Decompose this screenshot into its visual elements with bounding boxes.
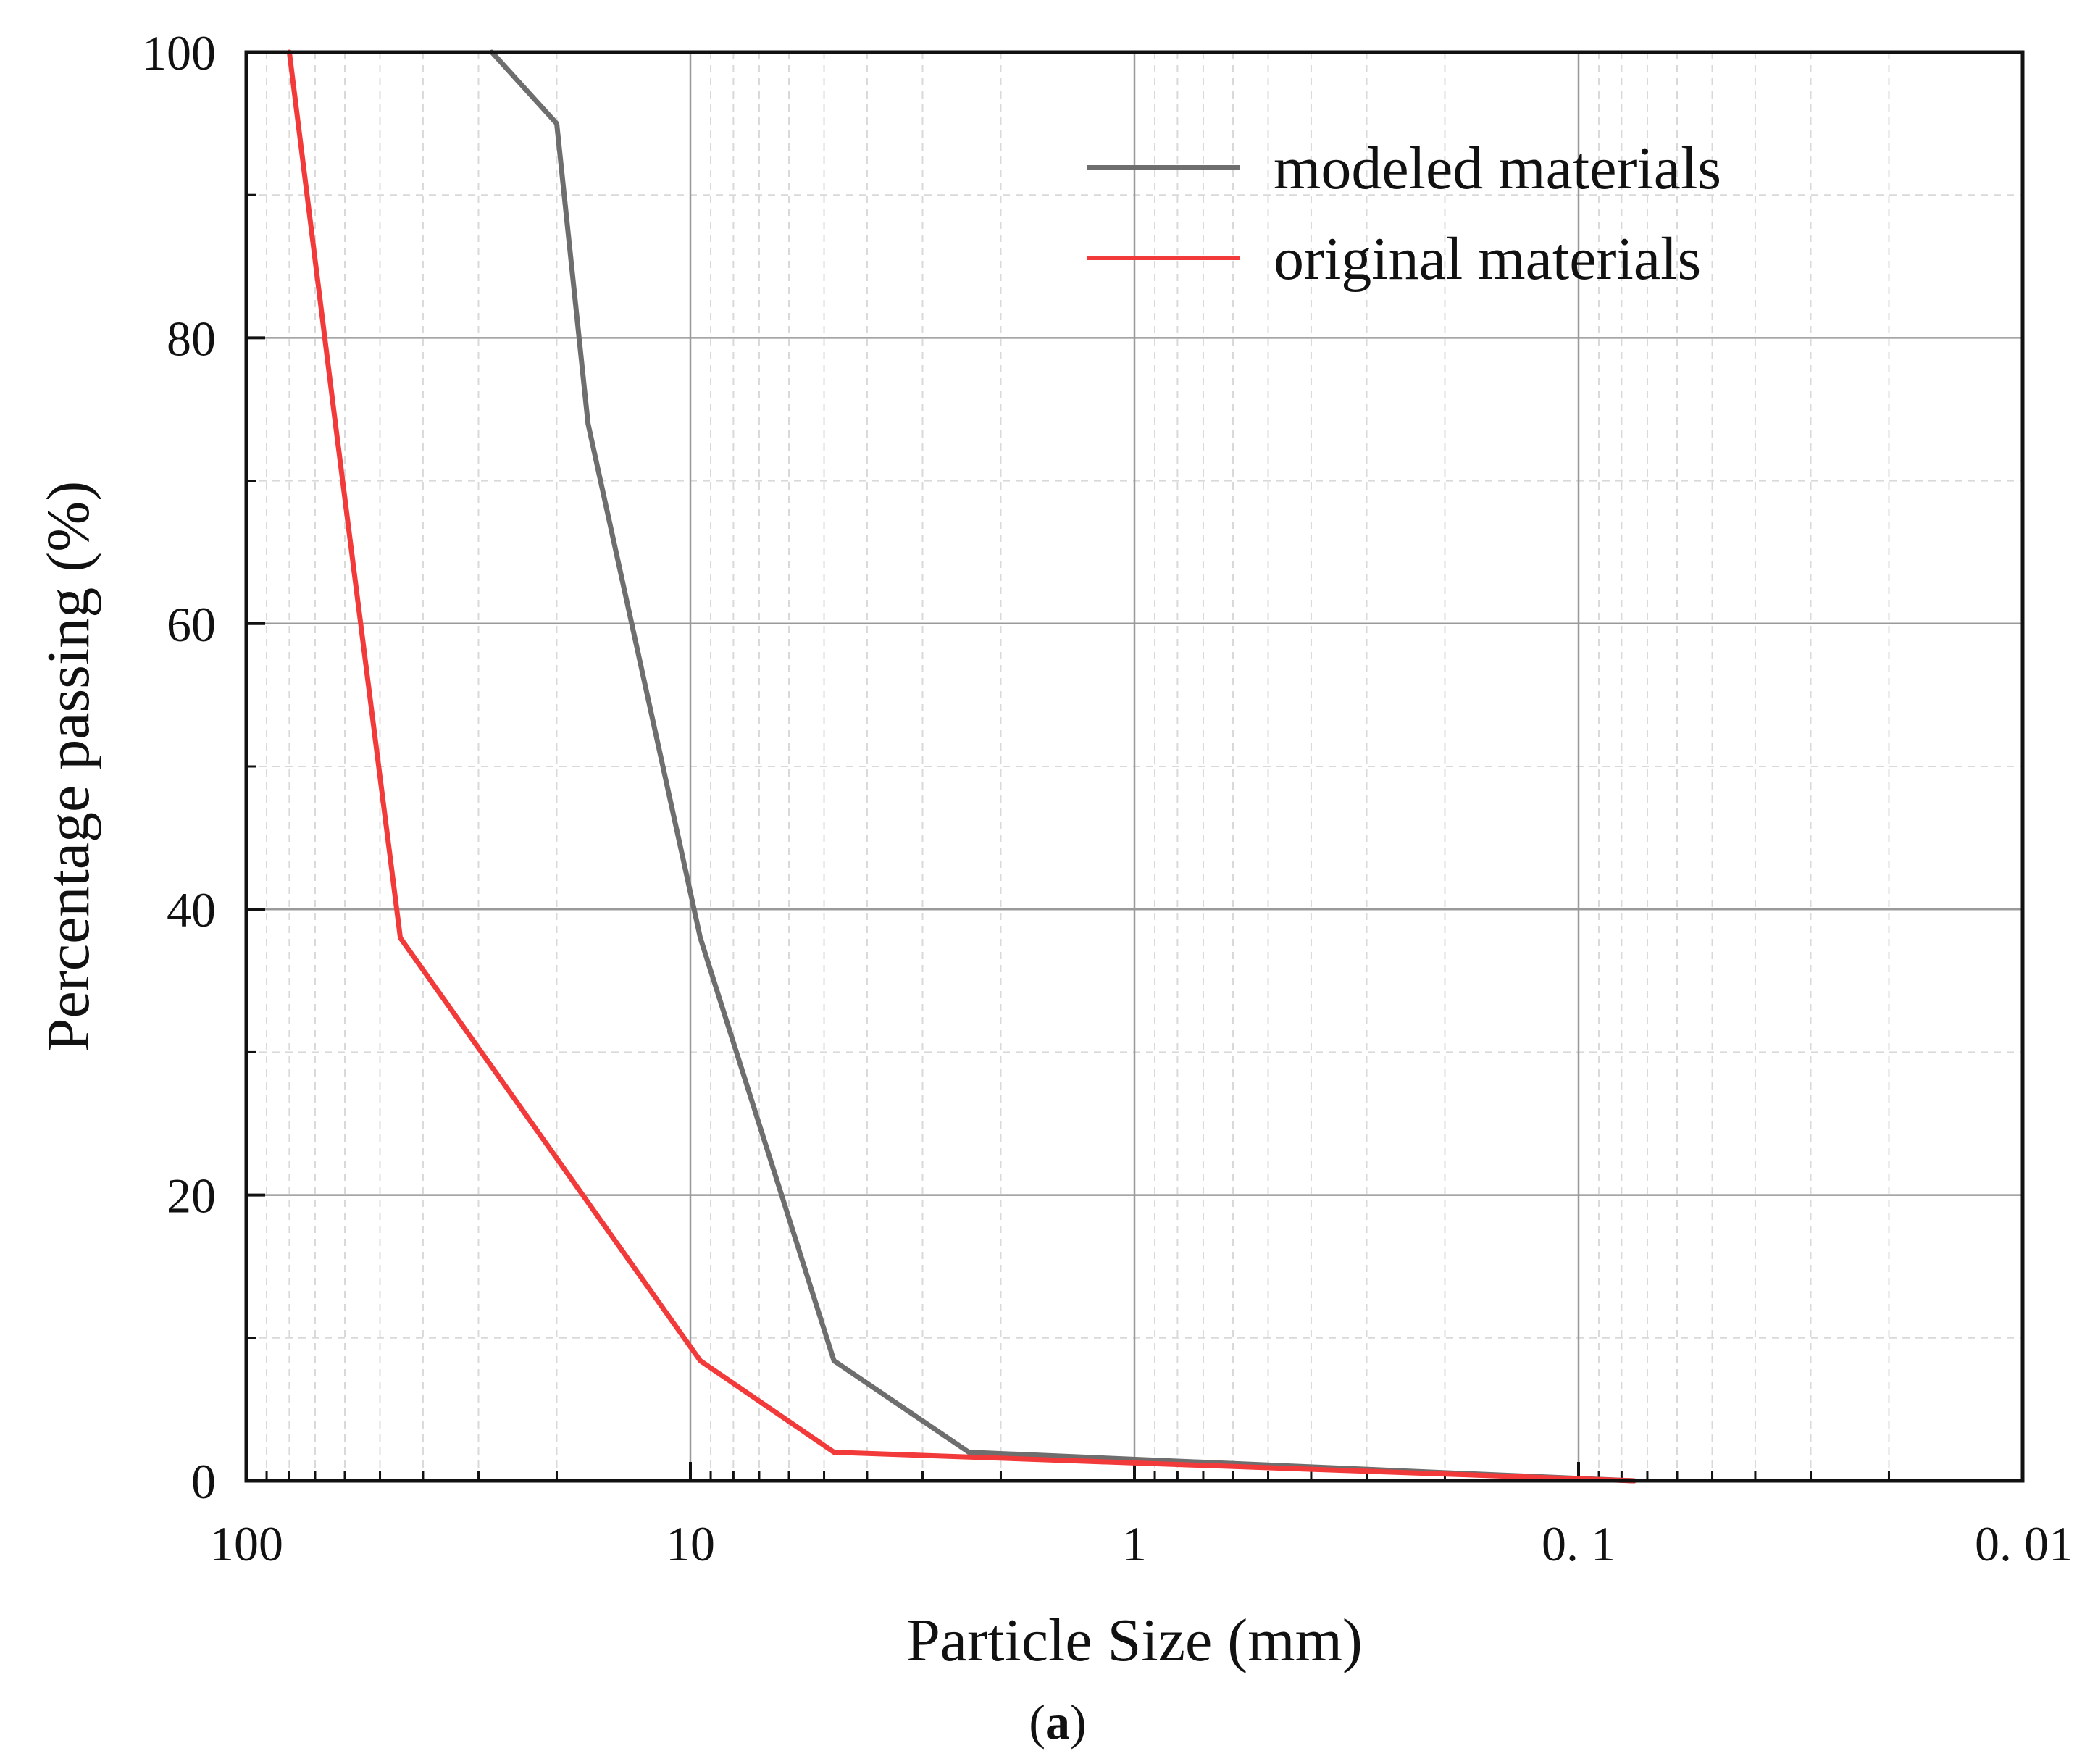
x-axis-label: Particle Size (mm) <box>906 1607 1363 1674</box>
x-tick-label: 1 <box>1122 1516 1147 1571</box>
x-tick-label: 100 <box>209 1516 283 1571</box>
legend-label-original-materials: original materials <box>1274 225 1701 293</box>
caption-letter: a <box>1045 1694 1070 1750</box>
y-tick-label: 80 <box>167 311 216 366</box>
y-tick-label: 60 <box>167 597 216 652</box>
y-tick-label: 0 <box>191 1454 216 1509</box>
figure-caption: (a) <box>1029 1694 1086 1750</box>
x-tick-label: 0. 1 <box>1542 1516 1615 1571</box>
y-tick-labels: 0 20 40 60 80 100 <box>142 25 216 1509</box>
x-tick-labels: 100 10 1 0. 1 0. 01 <box>209 1516 2073 1571</box>
y-tick-label: 100 <box>142 25 216 80</box>
caption-close-paren: ) <box>1070 1694 1087 1750</box>
y-tick-label: 20 <box>167 1169 216 1224</box>
legend: modeled materials original materials <box>1087 135 1721 293</box>
x-tick-label: 10 <box>666 1516 715 1571</box>
caption-open-paren: ( <box>1029 1694 1045 1750</box>
legend-label-modeled-materials: modeled materials <box>1274 135 1721 202</box>
y-axis-label: Percentage passing (%) <box>35 481 102 1052</box>
y-tick-label: 40 <box>167 882 216 937</box>
series-line-original-materials <box>286 49 1637 1484</box>
plot-frame <box>244 50 2025 1483</box>
x-tick-label: 0. 01 <box>1975 1516 2073 1571</box>
